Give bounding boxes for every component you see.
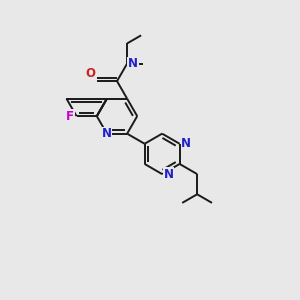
Text: F: F <box>66 110 74 123</box>
Text: N: N <box>128 57 138 70</box>
Text: O: O <box>85 67 95 80</box>
Text: N: N <box>164 168 174 181</box>
Text: N: N <box>181 137 191 150</box>
Text: N: N <box>102 127 112 140</box>
